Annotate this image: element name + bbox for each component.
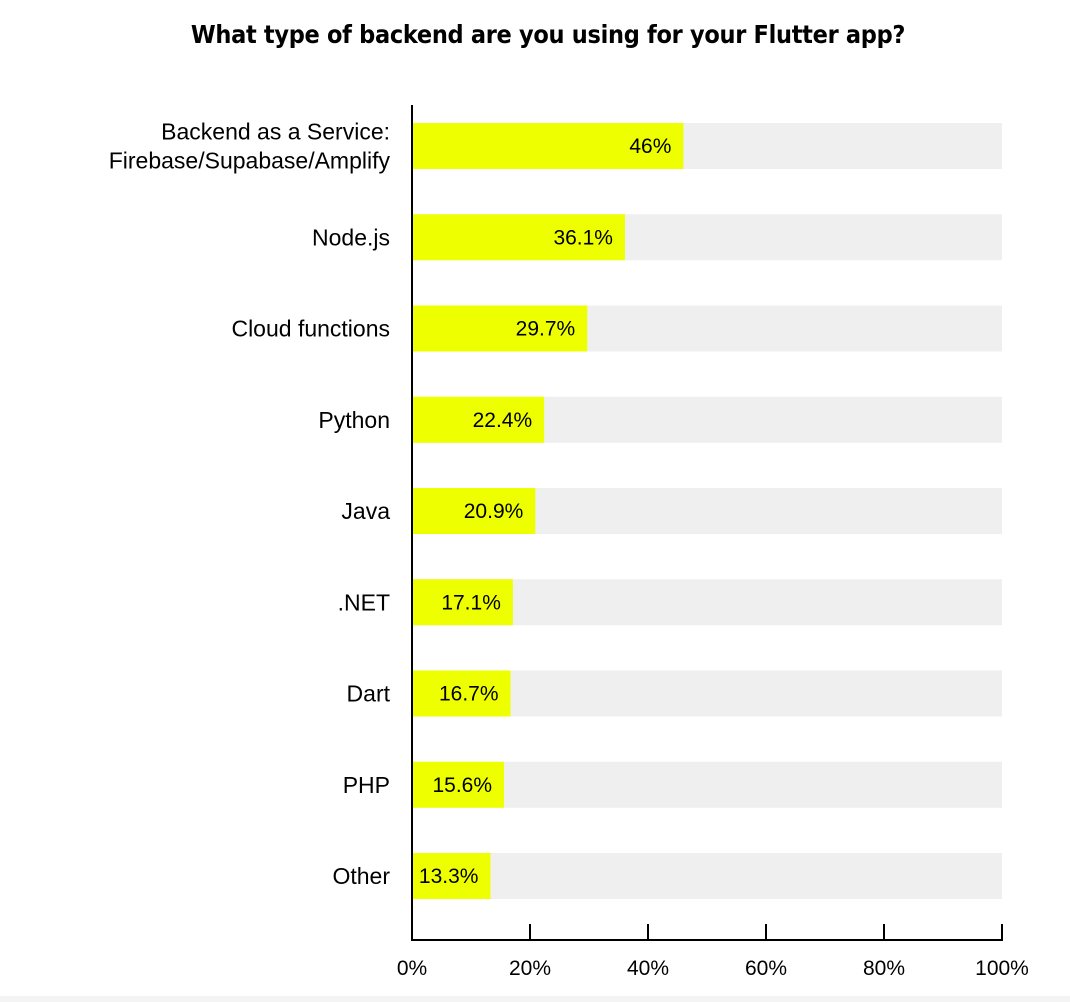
x-tick-label: 100% (975, 957, 1029, 980)
category-label: Cloud functions (231, 316, 390, 342)
bar-track (412, 853, 1002, 899)
bar (412, 305, 588, 352)
bar-value-label: 15.6% (432, 774, 492, 797)
bar (412, 396, 545, 443)
bar-value-label: 16.7% (439, 683, 499, 706)
bar-value-label: 22.4% (473, 409, 533, 432)
bar (412, 214, 625, 261)
x-tick-label: 40% (627, 957, 669, 980)
x-tick-label: 60% (745, 957, 787, 980)
category-label: Backend as a Service: (161, 119, 390, 145)
bar (412, 761, 505, 808)
category-label: Node.js (312, 224, 390, 250)
x-tick-label: 80% (863, 957, 905, 980)
category-label: Other (332, 863, 390, 889)
category-label: Java (341, 498, 390, 524)
bar-value-label: 20.9% (464, 500, 524, 523)
bar (412, 123, 684, 169)
category-label: Firebase/Supabase/Amplify (109, 148, 391, 174)
chart-title: What type of backend are you using for y… (190, 20, 906, 49)
bar-value-label: 17.1% (441, 591, 501, 614)
category-label: PHP (343, 772, 390, 798)
bar-track (412, 761, 1002, 808)
bar (412, 853, 491, 899)
bar (412, 579, 513, 626)
footer-band (0, 996, 1070, 1002)
bar (412, 488, 536, 534)
category-label: Python (318, 407, 390, 433)
bar-value-label: 36.1% (553, 226, 613, 249)
bar-value-label: 13.3% (419, 865, 479, 888)
x-tick-label: 20% (509, 957, 551, 980)
bar-value-label: 29.7% (516, 318, 576, 341)
category-label: Dart (347, 681, 391, 707)
x-tick-label: 0% (397, 957, 427, 980)
bar-value-label: 46% (629, 135, 671, 158)
bar (412, 670, 511, 717)
category-label: .NET (338, 589, 390, 615)
